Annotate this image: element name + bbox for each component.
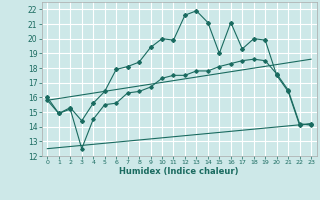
X-axis label: Humidex (Indice chaleur): Humidex (Indice chaleur) <box>119 167 239 176</box>
